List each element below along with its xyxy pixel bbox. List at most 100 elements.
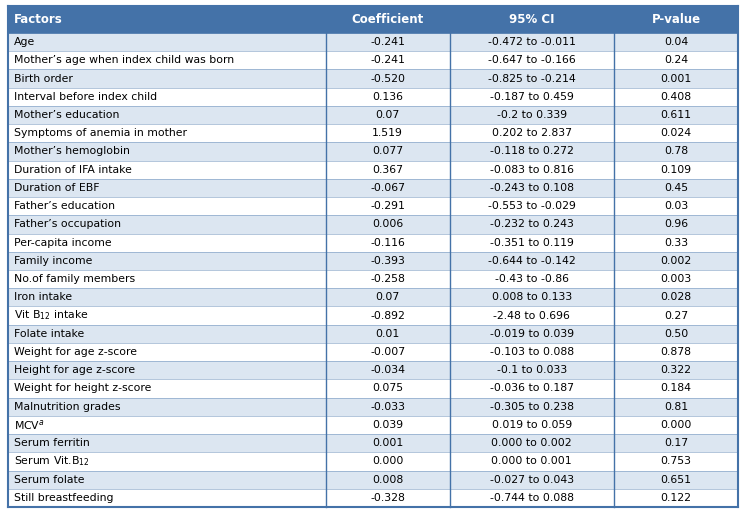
Text: 0.367: 0.367	[372, 165, 403, 175]
Text: Duration of EBF: Duration of EBF	[14, 183, 99, 193]
Text: 0.000 to 0.001: 0.000 to 0.001	[492, 457, 572, 466]
Text: 0.019 to 0.059: 0.019 to 0.059	[492, 420, 572, 430]
Bar	[8, 161, 738, 179]
Text: Serum Vit.B$_{12}$: Serum Vit.B$_{12}$	[14, 455, 90, 468]
Text: -0.520: -0.520	[370, 73, 405, 84]
Bar	[8, 233, 738, 252]
Bar	[8, 33, 738, 51]
Text: -0.007: -0.007	[370, 347, 405, 357]
Text: -0.243 to 0.108: -0.243 to 0.108	[490, 183, 574, 193]
Text: 0.075: 0.075	[372, 384, 403, 393]
Text: 0.006: 0.006	[372, 220, 404, 229]
Bar	[8, 215, 738, 233]
Text: Father’s education: Father’s education	[14, 201, 115, 211]
Text: P-value: P-value	[651, 13, 700, 26]
Text: 0.17: 0.17	[664, 438, 688, 448]
Text: 0.07: 0.07	[375, 110, 400, 120]
Text: 0.202 to 2.837: 0.202 to 2.837	[492, 128, 571, 139]
Text: -0.744 to 0.088: -0.744 to 0.088	[490, 493, 574, 503]
Text: -0.328: -0.328	[370, 493, 405, 503]
Text: -2.48 to 0.696: -2.48 to 0.696	[493, 310, 570, 321]
Text: Symptoms of anemia in mother: Symptoms of anemia in mother	[14, 128, 187, 139]
Text: No.of family members: No.of family members	[14, 274, 135, 284]
Text: 1.519: 1.519	[372, 128, 403, 139]
Text: -0.027 to 0.043: -0.027 to 0.043	[489, 475, 574, 485]
Text: 0.028: 0.028	[660, 292, 692, 302]
Bar	[8, 143, 738, 161]
Bar	[8, 416, 738, 434]
Text: -0.116: -0.116	[370, 238, 405, 248]
Text: Serum folate: Serum folate	[14, 475, 84, 485]
Text: -0.034: -0.034	[370, 365, 405, 376]
Text: 0.008 to 0.133: 0.008 to 0.133	[492, 292, 572, 302]
Text: 0.24: 0.24	[664, 55, 688, 65]
Text: -0.1 to 0.033: -0.1 to 0.033	[497, 365, 567, 376]
Bar	[8, 69, 738, 88]
Text: -0.291: -0.291	[370, 201, 405, 211]
Text: Still breastfeeding: Still breastfeeding	[14, 493, 113, 503]
Bar	[8, 124, 738, 143]
Text: -0.393: -0.393	[370, 256, 405, 266]
Text: 0.008: 0.008	[372, 475, 404, 485]
Text: 0.408: 0.408	[660, 92, 692, 102]
Bar	[8, 51, 738, 69]
Text: 0.109: 0.109	[660, 165, 692, 175]
Text: 0.651: 0.651	[660, 475, 692, 485]
Text: -0.351 to 0.119: -0.351 to 0.119	[490, 238, 574, 248]
Text: Duration of IFA intake: Duration of IFA intake	[14, 165, 132, 175]
Bar	[8, 197, 738, 215]
Text: -0.232 to 0.243: -0.232 to 0.243	[490, 220, 574, 229]
Text: Weight for height z-score: Weight for height z-score	[14, 384, 151, 393]
Text: 0.000: 0.000	[660, 420, 692, 430]
Text: -0.647 to -0.166: -0.647 to -0.166	[488, 55, 576, 65]
Text: 95% CI: 95% CI	[509, 13, 554, 26]
Text: -0.553 to -0.029: -0.553 to -0.029	[488, 201, 576, 211]
Bar	[8, 489, 738, 507]
Bar	[8, 6, 738, 33]
Text: Per-capita income: Per-capita income	[14, 238, 112, 248]
Text: 0.78: 0.78	[664, 147, 688, 156]
Text: 0.001: 0.001	[660, 73, 692, 84]
Text: -0.033: -0.033	[370, 402, 405, 412]
Text: Birth order: Birth order	[14, 73, 73, 84]
Bar	[8, 380, 738, 398]
Bar	[8, 398, 738, 416]
Bar	[8, 270, 738, 288]
Text: 0.000 to 0.002: 0.000 to 0.002	[492, 438, 572, 448]
Text: 0.81: 0.81	[664, 402, 688, 412]
Text: -0.083 to 0.816: -0.083 to 0.816	[490, 165, 574, 175]
Text: -0.43 to -0.86: -0.43 to -0.86	[495, 274, 568, 284]
Text: 0.27: 0.27	[664, 310, 688, 321]
Text: 0.33: 0.33	[664, 238, 688, 248]
Text: Coefficient: Coefficient	[351, 13, 424, 26]
Text: -0.036 to 0.187: -0.036 to 0.187	[490, 384, 574, 393]
Text: 0.07: 0.07	[375, 292, 400, 302]
Text: 0.024: 0.024	[660, 128, 692, 139]
Text: 0.003: 0.003	[660, 274, 692, 284]
Text: 0.184: 0.184	[660, 384, 692, 393]
Text: 0.04: 0.04	[664, 37, 688, 47]
Text: -0.258: -0.258	[370, 274, 405, 284]
Text: -0.067: -0.067	[370, 183, 405, 193]
Text: Malnutrition grades: Malnutrition grades	[14, 402, 121, 412]
Text: 0.50: 0.50	[664, 329, 688, 339]
Bar	[8, 452, 738, 470]
Bar	[8, 343, 738, 361]
Text: Mother’s hemoglobin: Mother’s hemoglobin	[14, 147, 130, 156]
Text: 0.753: 0.753	[660, 457, 692, 466]
Text: -0.241: -0.241	[370, 55, 405, 65]
Bar	[8, 179, 738, 197]
Bar	[8, 252, 738, 270]
Bar	[8, 288, 738, 306]
Text: -0.472 to -0.011: -0.472 to -0.011	[488, 37, 576, 47]
Text: Height for age z-score: Height for age z-score	[14, 365, 135, 376]
Text: 0.01: 0.01	[375, 329, 400, 339]
Text: 0.45: 0.45	[664, 183, 688, 193]
Text: 0.002: 0.002	[660, 256, 692, 266]
Text: Vit B$_{12}$ intake: Vit B$_{12}$ intake	[14, 309, 89, 323]
Text: 0.03: 0.03	[664, 201, 688, 211]
Bar	[8, 361, 738, 380]
Text: -0.118 to 0.272: -0.118 to 0.272	[490, 147, 574, 156]
Text: -0.2 to 0.339: -0.2 to 0.339	[497, 110, 567, 120]
Text: Mother’s education: Mother’s education	[14, 110, 119, 120]
